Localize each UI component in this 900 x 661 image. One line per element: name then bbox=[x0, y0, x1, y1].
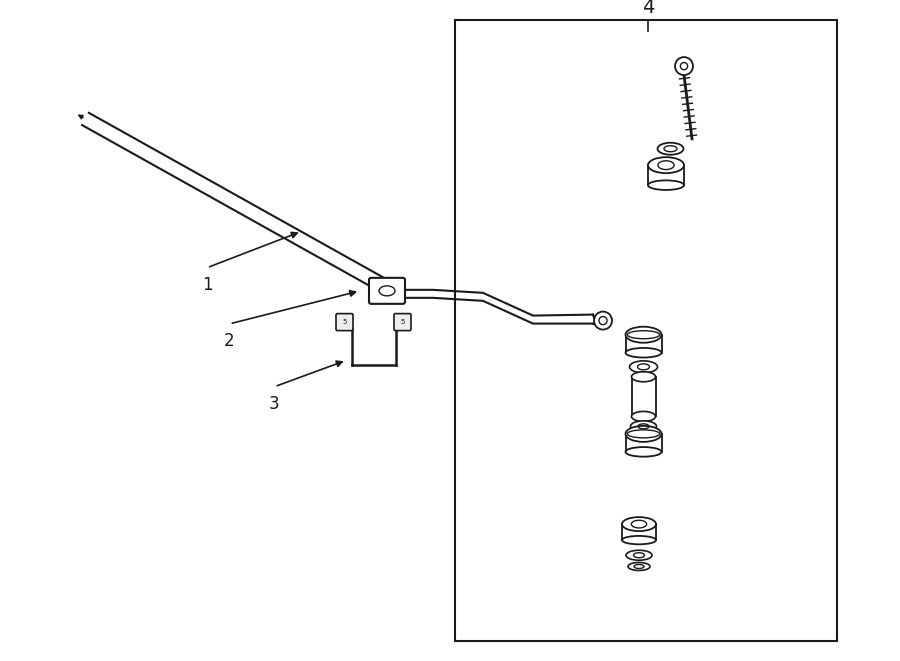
Text: 4: 4 bbox=[642, 0, 654, 17]
Ellipse shape bbox=[626, 550, 652, 561]
Text: 3: 3 bbox=[269, 395, 280, 412]
FancyBboxPatch shape bbox=[369, 278, 405, 304]
FancyBboxPatch shape bbox=[394, 313, 411, 330]
Circle shape bbox=[594, 311, 612, 330]
Ellipse shape bbox=[622, 517, 656, 531]
Ellipse shape bbox=[628, 563, 650, 570]
Text: 2: 2 bbox=[224, 332, 235, 350]
Text: 5: 5 bbox=[342, 319, 346, 325]
Ellipse shape bbox=[632, 411, 655, 422]
Ellipse shape bbox=[626, 348, 662, 358]
Ellipse shape bbox=[658, 143, 683, 155]
Ellipse shape bbox=[626, 327, 662, 342]
Ellipse shape bbox=[622, 536, 656, 544]
Text: 5: 5 bbox=[400, 319, 405, 325]
FancyBboxPatch shape bbox=[336, 313, 353, 330]
Ellipse shape bbox=[629, 361, 658, 373]
Ellipse shape bbox=[626, 426, 662, 442]
Ellipse shape bbox=[648, 180, 684, 190]
Ellipse shape bbox=[631, 421, 656, 432]
Circle shape bbox=[675, 57, 693, 75]
Ellipse shape bbox=[626, 447, 662, 457]
Ellipse shape bbox=[648, 157, 684, 173]
Text: 1: 1 bbox=[202, 276, 212, 293]
Ellipse shape bbox=[632, 371, 655, 382]
